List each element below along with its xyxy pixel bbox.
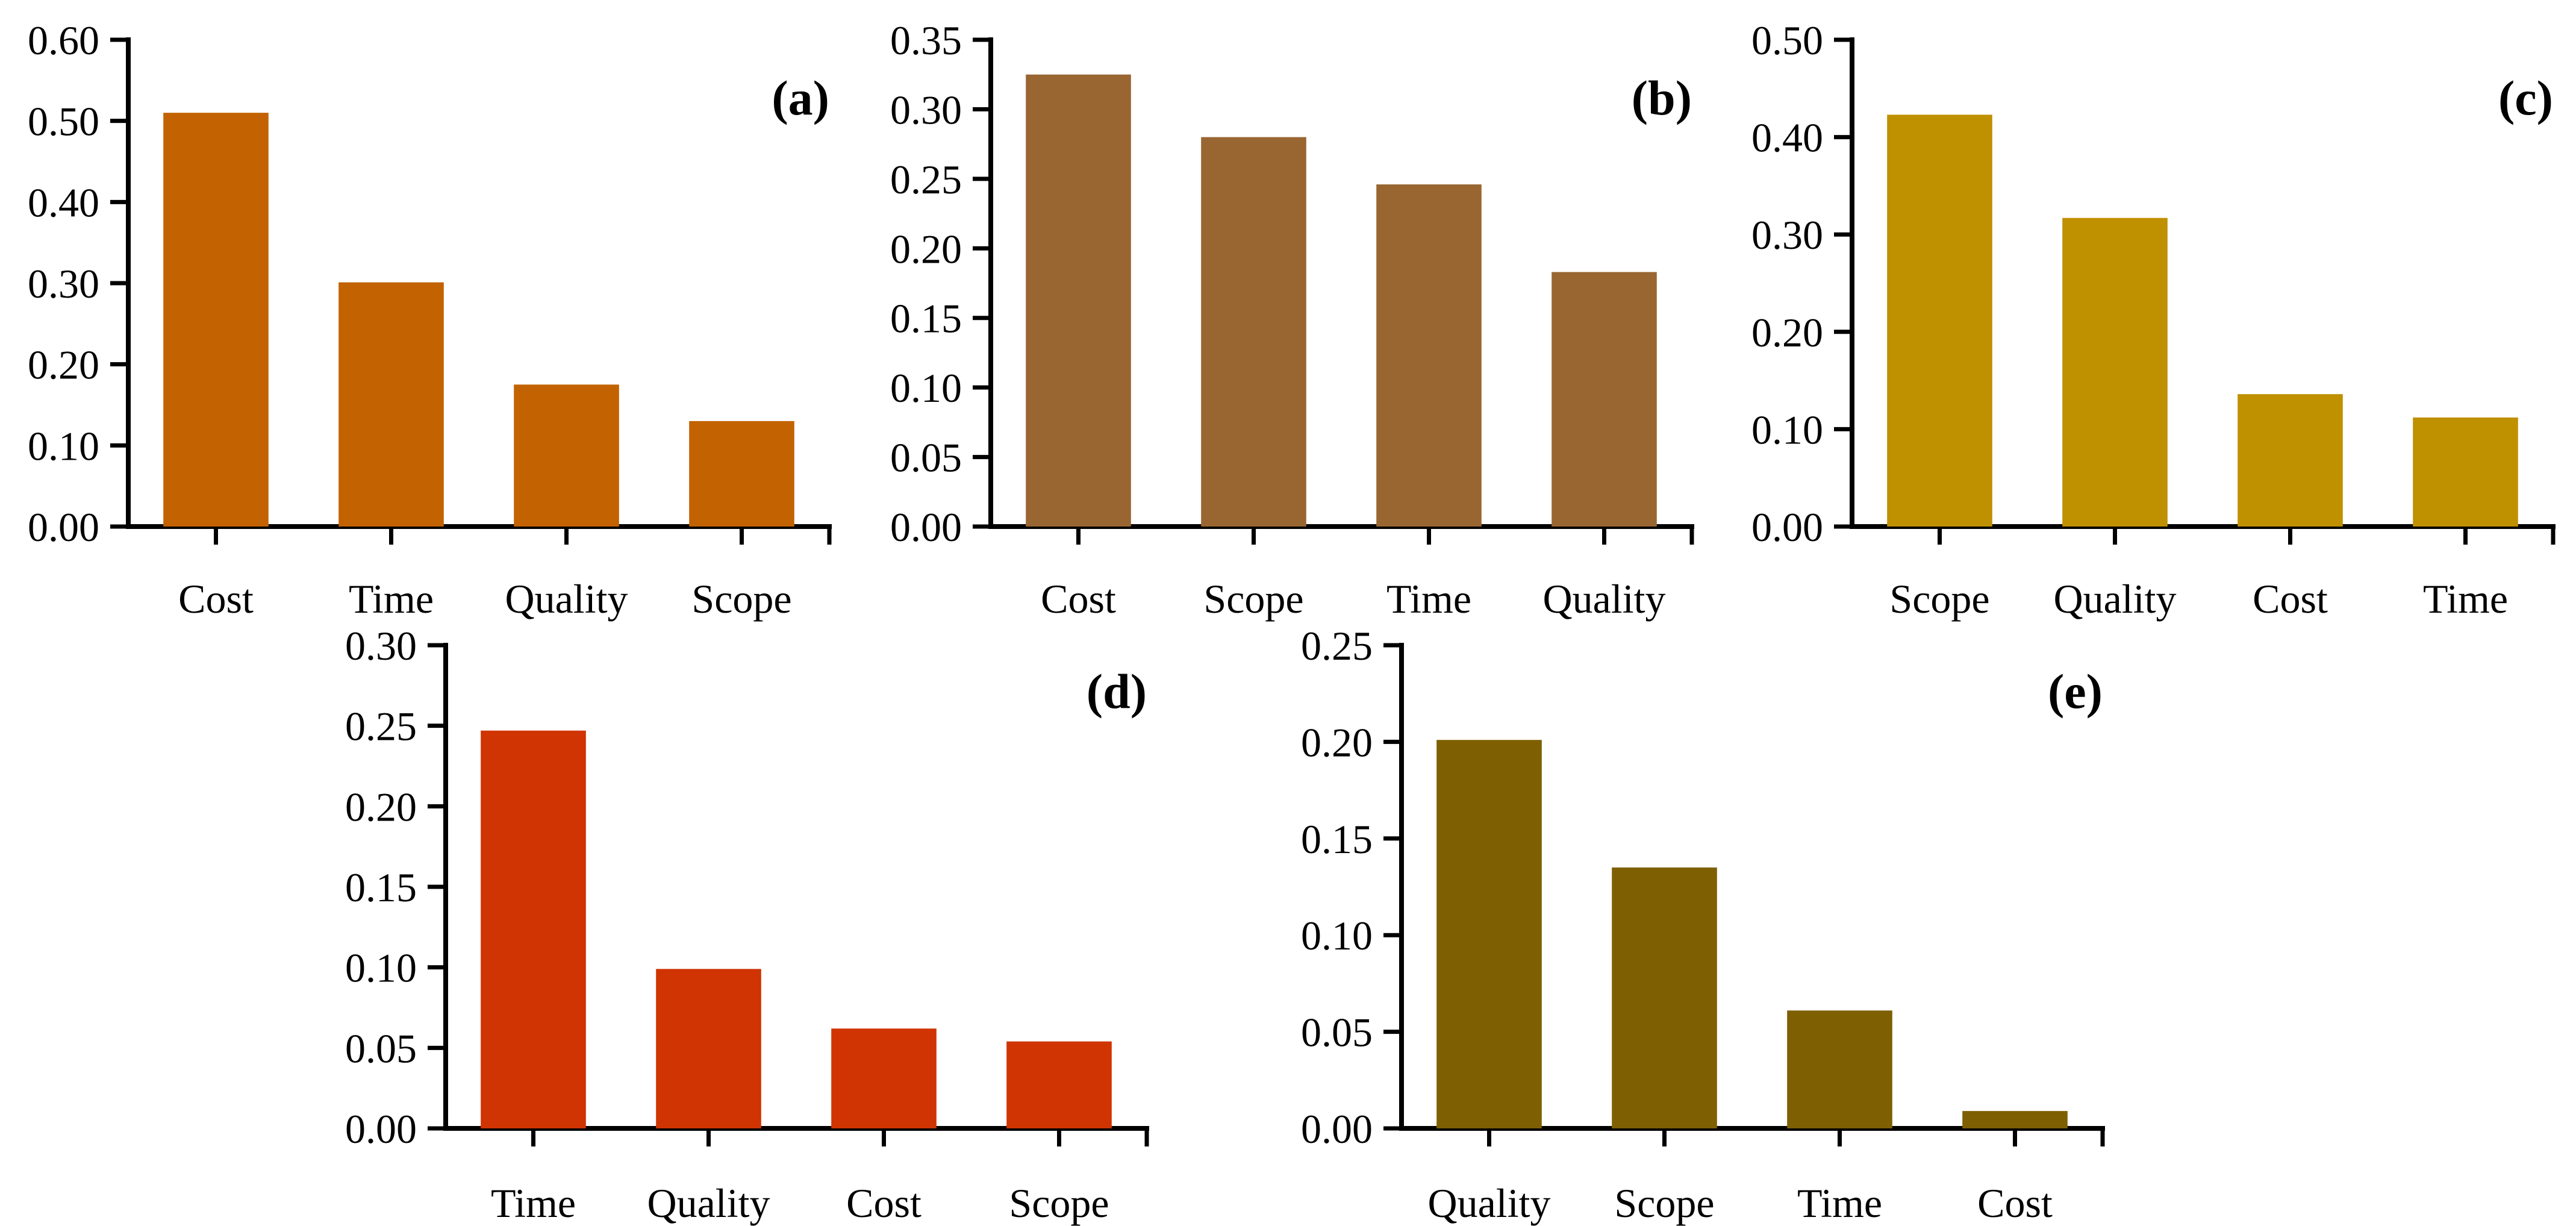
chart-e: 0.00 0.05 0.10 0.15 0.20 0.25 Quality Scope Time… (1301, 623, 2105, 1226)
x-tick-label: Time (1386, 576, 1471, 622)
y-tick-label: 0.35 (890, 17, 962, 63)
y-tick-label: 0.10 (1751, 407, 1823, 452)
bar (1552, 272, 1657, 527)
bar (2413, 418, 2518, 527)
x-tick-label: Scope (1009, 1180, 1109, 1226)
y-tick-label: 0.00 (890, 504, 962, 550)
y-tick-label: 0.60 (28, 17, 99, 63)
bar (2062, 217, 2168, 527)
y-tick-label: 0.10 (1301, 913, 1373, 959)
y-tick-label: 0.50 (28, 99, 99, 145)
x-tick-label: Quality (2054, 576, 2177, 622)
bar (1887, 114, 1992, 527)
bar (1006, 1041, 1112, 1128)
y-tick-label: 0.20 (28, 342, 99, 388)
x-tick-label: Cost (1041, 576, 1116, 622)
panel-label: (a) (772, 70, 829, 125)
chart-c: 0.00 0.10 0.20 0.30 0.40 0.50 Scope Quality Cost… (1751, 17, 2556, 622)
y-tick-label: 0.00 (1751, 504, 1823, 550)
x-tick-label: Quality (1428, 1180, 1551, 1226)
chart-b: 0.00 0.05 0.10 0.15 0.20 0.25 0.30 0.35 Cost Scop… (890, 17, 1694, 622)
y-tick-label: 0.30 (28, 261, 99, 307)
panel-label: (c) (2498, 70, 2553, 125)
bar (481, 730, 586, 1128)
x-tick-label: Cost (846, 1180, 922, 1226)
y-tick-label: 0.50 (1751, 17, 1823, 63)
bar (2238, 394, 2343, 527)
x-tick-label: Time (349, 576, 434, 622)
bar (689, 421, 794, 527)
y-tick-label: 0.15 (1301, 816, 1373, 862)
panel-label: (d) (1087, 664, 1147, 719)
x-tick-label: Cost (178, 576, 254, 622)
bar (163, 113, 269, 527)
x-tick-label: Quality (647, 1180, 770, 1226)
y-tick-label: 0.15 (345, 865, 417, 910)
y-tick-label: 0.40 (1751, 115, 1823, 161)
x-tick-label: Time (491, 1180, 576, 1226)
bar (1787, 1010, 1892, 1128)
y-tick-label: 0.30 (345, 623, 417, 669)
x-tick-label: Scope (1203, 576, 1303, 622)
x-tick-label: Quality (505, 576, 628, 622)
x-tick-label: Cost (2253, 576, 2328, 622)
bar (514, 384, 619, 527)
y-tick-label: 0.20 (345, 784, 417, 830)
y-tick-label: 0.10 (345, 945, 417, 991)
panel-label: (b) (1632, 70, 1692, 125)
y-tick-label: 0.20 (890, 226, 962, 272)
y-tick-label: 0.25 (890, 157, 962, 202)
x-tick-label: Quality (1543, 576, 1666, 622)
y-tick-label: 0.05 (890, 435, 962, 481)
x-tick-label: Time (2423, 576, 2508, 622)
y-tick-label: 0.05 (1301, 1010, 1373, 1056)
x-tick-label: Cost (1977, 1180, 2053, 1226)
y-tick-label: 0.00 (345, 1106, 417, 1152)
y-tick-label: 0.30 (1751, 212, 1823, 258)
y-tick-label: 0.25 (1301, 623, 1373, 669)
y-tick-label: 0.20 (1751, 310, 1823, 355)
bar (1201, 137, 1306, 527)
y-tick-label: 0.20 (1301, 719, 1373, 765)
y-tick-label: 0.15 (890, 296, 962, 342)
x-tick-label: Time (1797, 1180, 1882, 1226)
bar (1962, 1111, 2068, 1128)
bar (1612, 867, 1717, 1128)
y-tick-label: 0.10 (890, 365, 962, 411)
y-tick-label: 0.40 (28, 180, 99, 225)
x-tick-label: Scope (1889, 576, 1989, 622)
panel-label: (e) (2048, 664, 2103, 719)
y-tick-label: 0.05 (345, 1025, 417, 1071)
bar (831, 1028, 937, 1128)
y-tick-label: 0.25 (345, 704, 417, 749)
x-tick-label: Scope (1614, 1180, 1714, 1226)
bar (1376, 184, 1482, 527)
chart-d: 0.00 0.05 0.10 0.15 0.20 0.25 0.30 Time Quality C… (345, 623, 1149, 1226)
bar (1026, 74, 1131, 527)
bar (1436, 740, 1542, 1128)
chart-a: 0.00 0.10 0.20 0.30 0.40 0.50 0.60 Cost Time Qual… (28, 17, 832, 622)
y-tick-label: 0.30 (890, 87, 962, 133)
x-tick-label: Scope (691, 576, 791, 622)
bar (338, 282, 444, 527)
y-tick-label: 0.10 (28, 423, 99, 469)
y-tick-label: 0.00 (1301, 1106, 1373, 1152)
y-tick-label: 0.00 (28, 504, 99, 550)
bar (656, 969, 761, 1128)
